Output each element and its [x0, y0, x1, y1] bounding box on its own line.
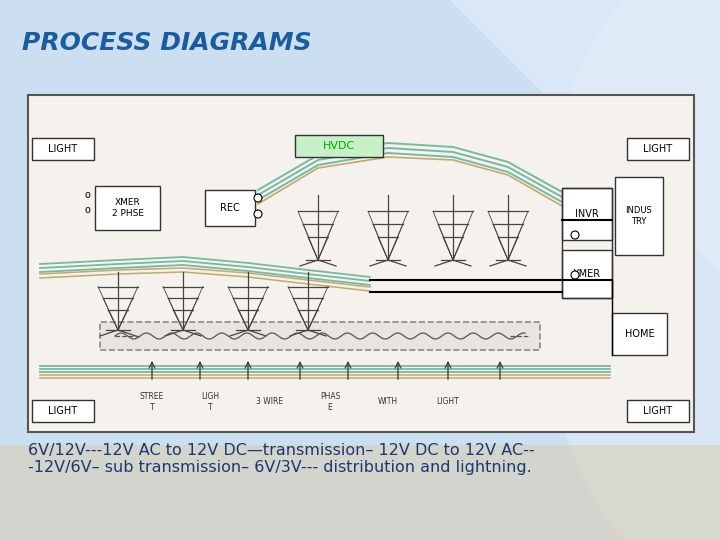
- Bar: [32, 400, 94, 422]
- Bar: [562, 188, 612, 240]
- Text: LIGHT: LIGHT: [48, 406, 78, 416]
- Bar: [615, 177, 663, 255]
- Bar: [295, 135, 383, 157]
- Bar: [95, 186, 160, 230]
- Polygon shape: [540, 0, 720, 540]
- Text: LIGHT: LIGHT: [644, 406, 672, 416]
- Bar: [32, 138, 94, 160]
- Bar: [100, 322, 540, 350]
- Text: LIGHT: LIGHT: [644, 144, 672, 154]
- Text: PHAS
E: PHAS E: [320, 392, 340, 411]
- Text: INDUS
TRY: INDUS TRY: [626, 206, 652, 226]
- Text: STREE
T: STREE T: [140, 392, 164, 411]
- Text: LIGH
T: LIGH T: [201, 392, 219, 411]
- Text: HVDC: HVDC: [323, 141, 355, 151]
- Text: XMER: XMER: [573, 269, 601, 279]
- Text: LIGHT: LIGHT: [48, 144, 78, 154]
- Bar: [0, 445, 720, 540]
- Text: -12V/6V– sub transmission– 6V/3V--- distribution and lightning.: -12V/6V– sub transmission– 6V/3V--- dist…: [28, 460, 532, 475]
- Bar: [562, 188, 612, 298]
- Text: o: o: [84, 205, 90, 215]
- Text: LIGHT: LIGHT: [436, 397, 459, 407]
- Text: PROCESS DIAGRAMS: PROCESS DIAGRAMS: [22, 31, 312, 55]
- Text: 3 WIRE: 3 WIRE: [256, 397, 284, 407]
- Bar: [627, 138, 689, 160]
- Text: 6V/12V---12V AC to 12V DC—transmission– 12V DC to 12V AC--: 6V/12V---12V AC to 12V DC—transmission– …: [28, 443, 535, 458]
- Circle shape: [254, 210, 262, 218]
- Circle shape: [571, 231, 579, 239]
- Polygon shape: [450, 0, 720, 270]
- Bar: [627, 400, 689, 422]
- Circle shape: [571, 271, 579, 279]
- Bar: [612, 313, 667, 355]
- Bar: [28, 95, 694, 432]
- Text: HOME: HOME: [625, 329, 654, 339]
- Text: WITH: WITH: [378, 397, 398, 407]
- Text: INVR: INVR: [575, 209, 599, 219]
- Bar: [562, 250, 612, 298]
- Text: XMER
2 PHSE: XMER 2 PHSE: [112, 198, 143, 218]
- Text: o: o: [84, 190, 90, 200]
- Text: REC: REC: [220, 203, 240, 213]
- Circle shape: [254, 194, 262, 202]
- Bar: [205, 190, 255, 226]
